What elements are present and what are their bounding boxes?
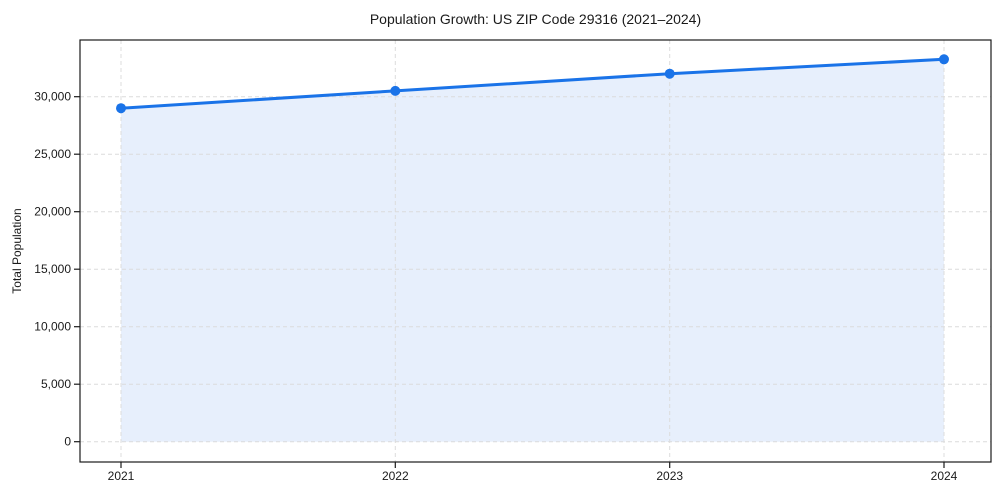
data-point <box>939 54 949 65</box>
y-tick-label: 30,000 <box>34 90 71 104</box>
x-tick-label: 2024 <box>931 469 958 483</box>
data-point <box>390 85 401 96</box>
y-tick-label: 20,000 <box>34 205 71 219</box>
y-tick-label: 0 <box>64 435 71 449</box>
x-tick-label: 2021 <box>108 469 135 483</box>
area-fill <box>121 59 944 442</box>
y-tick-label: 5,000 <box>41 377 71 391</box>
data-line <box>119 57 946 110</box>
y-tick-label: 15,000 <box>34 262 71 276</box>
plot-spines <box>79 39 992 463</box>
x-tick-label: 2022 <box>382 469 409 483</box>
data-point <box>116 103 126 114</box>
data-point <box>664 68 675 79</box>
y-tick-label: 10,000 <box>34 320 71 334</box>
chart-title: Population Growth: US ZIP Code 29316 (20… <box>369 11 702 27</box>
y-tick-label: 25,000 <box>34 147 71 161</box>
x-tick-label: 2023 <box>656 469 683 483</box>
